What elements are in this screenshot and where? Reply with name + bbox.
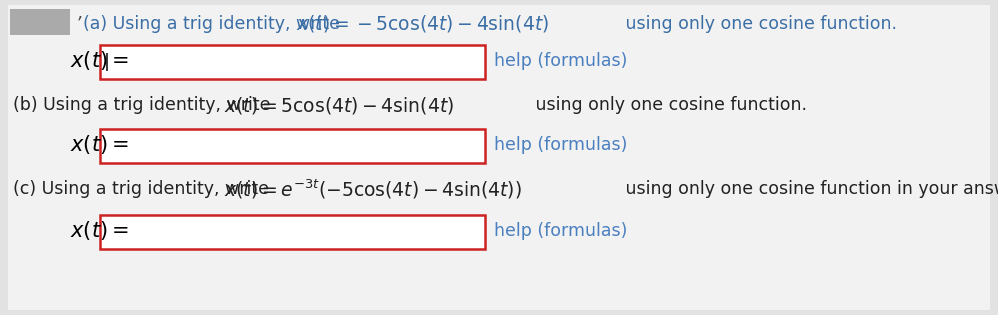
Text: help (formulas): help (formulas): [494, 52, 628, 70]
Text: $x(t) = -5\cos(4t) - 4\sin(4t)$: $x(t) = -5\cos(4t) - 4\sin(4t)$: [296, 14, 549, 35]
Text: (b) Using a trig identity, write: (b) Using a trig identity, write: [13, 96, 276, 114]
Text: $x(t) = e^{-3t}(-5\cos(4t) - 4\sin(4t))$: $x(t) = e^{-3t}(-5\cos(4t) - 4\sin(4t))$: [224, 177, 522, 201]
FancyBboxPatch shape: [8, 5, 990, 310]
Text: $x(t) =$: $x(t) =$: [70, 134, 129, 157]
Text: help (formulas): help (formulas): [494, 136, 628, 154]
Text: $x(t) = 5\cos(4t) - 4\sin(4t)$: $x(t) = 5\cos(4t) - 4\sin(4t)$: [224, 94, 454, 116]
FancyBboxPatch shape: [100, 45, 485, 79]
Text: using only one cosine function.: using only one cosine function.: [530, 96, 807, 114]
Text: $x(t) =$: $x(t) =$: [70, 49, 129, 72]
FancyBboxPatch shape: [10, 9, 70, 35]
Text: (c) Using a trig identity, write: (c) Using a trig identity, write: [13, 180, 274, 198]
Text: $x(t) =$: $x(t) =$: [70, 220, 129, 243]
FancyBboxPatch shape: [100, 215, 485, 249]
Text: |: |: [104, 53, 110, 71]
Text: ’: ’: [76, 15, 81, 33]
Text: (a) Using a trig identity, write: (a) Using a trig identity, write: [83, 15, 345, 33]
Text: using only one cosine function.: using only one cosine function.: [620, 15, 897, 33]
Text: using only one cosine function in your answer.: using only one cosine function in your a…: [620, 180, 998, 198]
FancyBboxPatch shape: [100, 129, 485, 163]
Text: help (formulas): help (formulas): [494, 222, 628, 240]
